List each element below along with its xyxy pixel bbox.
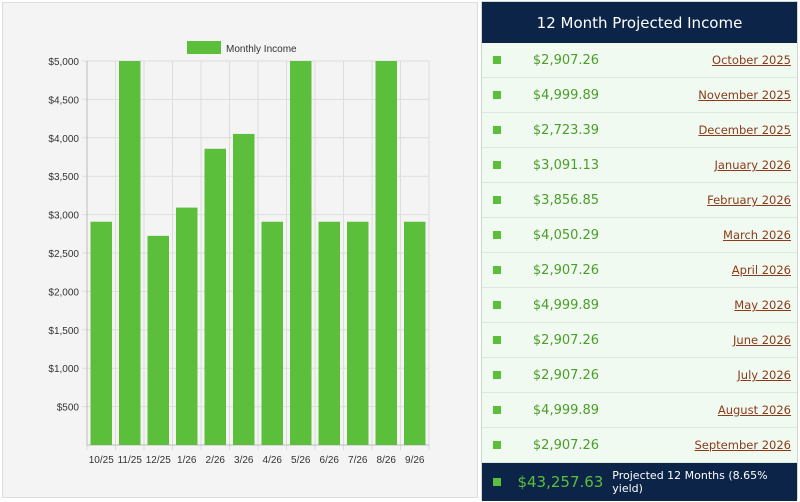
month-link[interactable]: April 2026 — [731, 263, 791, 277]
bar — [261, 221, 283, 445]
row-amount: $4,999.89 — [532, 402, 600, 418]
x-tick-label: 3/26 — [234, 455, 254, 466]
bullet-icon — [493, 56, 501, 64]
income-row: $2,907.26 July 2026 — [482, 358, 797, 393]
row-amount: $2,907.26 — [532, 367, 600, 383]
month-link[interactable]: January 2026 — [714, 158, 791, 172]
bar-chart-svg: $500 $1,000 $1,500 $2,000 $2,500 $3,000 $3,500… — [48, 41, 430, 466]
row-amount: $4,999.89 — [532, 297, 600, 313]
bullet-icon — [493, 441, 501, 449]
row-amount: $2,907.26 — [532, 437, 600, 453]
bullet-icon — [493, 406, 501, 414]
x-tick-label: 11/25 — [118, 455, 143, 466]
bullet-icon — [493, 478, 501, 486]
y-tick-label: $5,000 — [48, 57, 79, 68]
total-amount: $43,257.63 — [517, 473, 604, 491]
month-link[interactable]: November 2025 — [698, 88, 791, 102]
bullet-icon — [493, 126, 501, 134]
bullet-icon — [493, 301, 501, 309]
row-amount: $2,907.26 — [532, 52, 600, 68]
month-link[interactable]: May 2026 — [734, 298, 791, 312]
x-tick-label: 5/26 — [291, 455, 311, 466]
row-amount: $2,907.26 — [532, 262, 600, 278]
x-tick-label: 8/26 — [377, 455, 397, 466]
x-tick-label: 12/25 — [146, 455, 171, 466]
month-link[interactable]: February 2026 — [707, 193, 791, 207]
bullet-icon — [493, 266, 501, 274]
income-row: $2,907.26 April 2026 — [482, 253, 797, 288]
y-tick-label: $4,500 — [48, 95, 79, 106]
month-link[interactable]: September 2026 — [694, 438, 792, 452]
income-row: $2,907.26 June 2026 — [482, 323, 797, 358]
bullet-icon — [493, 371, 501, 379]
x-tick-label: 9/26 — [405, 455, 425, 466]
x-tick-label: 1/26 — [177, 455, 197, 466]
y-tick-label: $3,000 — [48, 211, 79, 222]
y-tick-label: $1,500 — [48, 326, 79, 337]
bullet-icon — [493, 161, 501, 169]
bar — [233, 133, 255, 445]
bar — [347, 221, 369, 445]
bar — [290, 61, 312, 445]
month-link[interactable]: December 2025 — [698, 123, 791, 137]
income-row: $4,999.89 November 2025 — [482, 78, 797, 113]
total-label: Projected 12 Months (8.65% yield) — [612, 469, 768, 495]
legend-label: Monthly Income — [226, 44, 297, 55]
row-amount: $2,723.39 — [532, 122, 600, 138]
row-amount: $4,999.89 — [532, 87, 600, 103]
income-row: $2,907.26 September 2026 — [482, 428, 797, 463]
bullet-icon — [493, 231, 501, 239]
bar — [90, 221, 112, 445]
income-row: $2,723.39 December 2025 — [482, 113, 797, 148]
income-row: $4,999.89 August 2026 — [482, 393, 797, 428]
month-link[interactable]: July 2026 — [737, 368, 791, 382]
month-link[interactable]: August 2026 — [717, 403, 791, 417]
y-tick-label: $500 — [57, 403, 80, 414]
row-amount: $3,091.13 — [532, 157, 600, 173]
bar — [176, 207, 198, 445]
panel-title: 12 Month Projected Income — [482, 2, 797, 43]
row-amount: $4,050.29 — [532, 227, 600, 243]
month-link[interactable]: June 2026 — [733, 333, 791, 347]
bar — [204, 148, 226, 445]
month-link[interactable]: October 2025 — [712, 53, 791, 67]
row-amount: $2,907.26 — [532, 332, 600, 348]
bullet-icon — [493, 91, 501, 99]
y-tick-label: $4,000 — [48, 134, 79, 145]
bar — [147, 235, 169, 445]
bullet-icon — [493, 196, 501, 204]
income-row: $3,091.13 January 2026 — [482, 148, 797, 183]
total-row: $43,257.63 Projected 12 Months (8.65% yi… — [482, 463, 797, 501]
x-tick-label: 2/26 — [206, 455, 226, 466]
y-tick-label: $3,500 — [48, 172, 79, 183]
income-row: $4,050.29 March 2026 — [482, 218, 797, 253]
x-tick-label: 7/26 — [348, 455, 368, 466]
x-tick-label: 4/26 — [263, 455, 283, 466]
legend-swatch — [187, 41, 221, 54]
projected-income-panel: 12 Month Projected Income $2,907.26 Octob… — [481, 1, 798, 501]
y-tick-label: $1,000 — [48, 364, 79, 375]
bar — [119, 61, 141, 445]
income-row: $4,999.89 May 2026 — [482, 288, 797, 323]
row-amount: $3,856.85 — [532, 192, 600, 208]
x-tick-label: 6/26 — [320, 455, 340, 466]
x-tick-label: 10/25 — [89, 455, 114, 466]
bullet-icon — [493, 336, 501, 344]
bar — [318, 221, 340, 445]
income-row: $2,907.26 October 2025 — [482, 43, 797, 78]
month-link[interactable]: March 2026 — [723, 228, 791, 242]
y-tick-label: $2,500 — [48, 249, 79, 260]
bar — [375, 61, 397, 445]
bar — [404, 221, 426, 445]
y-tick-label: $2,000 — [48, 287, 79, 298]
income-chart: $500 $1,000 $1,500 $2,000 $2,500 $3,000 $3,500… — [2, 2, 478, 498]
income-row: $3,856.85 February 2026 — [482, 183, 797, 218]
